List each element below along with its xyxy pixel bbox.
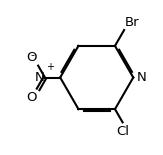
- Text: +: +: [46, 62, 54, 72]
- Text: Cl: Cl: [116, 125, 129, 138]
- Text: -: -: [31, 50, 35, 60]
- Text: O: O: [26, 51, 37, 64]
- Text: N: N: [35, 71, 45, 84]
- Text: O: O: [26, 91, 37, 104]
- Text: Br: Br: [125, 16, 140, 29]
- Text: N: N: [137, 71, 147, 84]
